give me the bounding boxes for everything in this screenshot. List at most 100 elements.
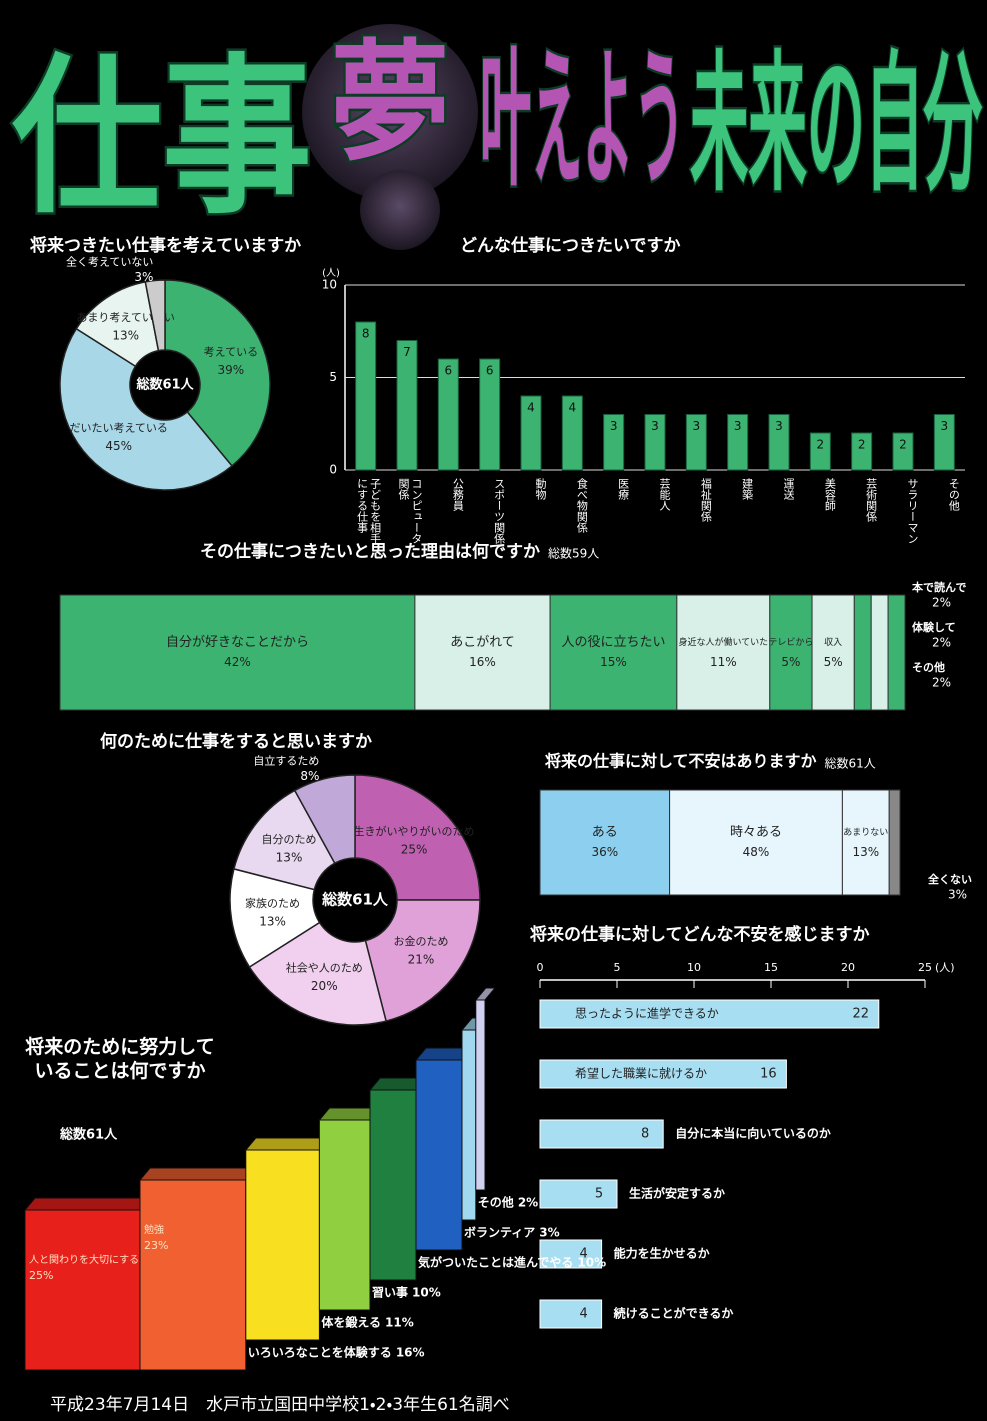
bar	[851, 432, 873, 471]
step-bar-top	[244, 1137, 331, 1151]
x-tick-label: その他	[947, 478, 961, 511]
x-tick-label: サラリーマン	[906, 478, 919, 544]
stack-segment	[414, 594, 551, 711]
step-bar	[139, 1179, 247, 1371]
step-bar-top	[23, 1197, 152, 1211]
bar-label: いろいろなことを体験する	[248, 1345, 392, 1360]
x-tick-label: 公務員	[451, 478, 465, 511]
bar	[539, 1239, 603, 1269]
bar-value: 2	[858, 438, 866, 452]
x-tick-label: 20	[841, 961, 855, 974]
y-tick-label: 10	[322, 278, 337, 292]
segment-label: 本で読んで	[911, 580, 966, 594]
poster-title: 叶えよう	[480, 33, 685, 207]
bar-label: 人と関わりを大切にする	[29, 1253, 139, 1266]
segment-label: 考えている	[204, 345, 258, 358]
y-tick-label: 5	[329, 370, 337, 384]
segment-value: 5%	[824, 655, 843, 669]
donut-segment	[144, 279, 166, 352]
segment-label: 自分が好きなことだから	[166, 635, 309, 650]
segment-value: 16%	[469, 655, 496, 669]
x-tick-label: 食べ物関係	[575, 478, 589, 533]
segment-label: 家族のため	[245, 896, 300, 910]
chart-title: 将来の仕事に対してどんな不安を感じますか	[530, 924, 870, 945]
stack-segment	[549, 594, 678, 711]
segment-label: お金のため	[393, 935, 448, 948]
bar	[396, 340, 418, 471]
donut-segment	[75, 280, 160, 368]
segment-label: 社会や人のため	[286, 961, 363, 975]
bar-label: ボランティア	[464, 1225, 535, 1240]
step-bar	[245, 1149, 320, 1341]
x-tick-label: 医療	[616, 478, 630, 500]
bar-value: 22	[853, 1007, 870, 1022]
bar-value: 2%	[518, 1196, 538, 1210]
segment-value: 13%	[112, 329, 139, 343]
segment-label: 自立するため	[253, 753, 319, 767]
bar-label: 能力を生かせるか	[614, 1246, 710, 1261]
bar-label: 勉強	[144, 1223, 164, 1236]
step-bar-top	[138, 1167, 257, 1181]
y-axis-label: (人)	[322, 268, 340, 279]
segment-value: 48%	[743, 845, 770, 859]
segment-label: 身近な人が働いていた	[678, 636, 768, 648]
step-bar-top	[474, 987, 497, 1001]
bar-value: 3	[651, 419, 659, 433]
bar	[355, 321, 377, 471]
segment-label: あこがれて	[450, 635, 515, 650]
bar-value: 3	[610, 419, 618, 433]
bar	[539, 1119, 664, 1149]
x-tick-label: 0	[537, 961, 544, 974]
segment-label: 時々ある	[730, 825, 782, 840]
bar-value: 4	[579, 1247, 587, 1262]
stack-segment	[853, 594, 872, 711]
segment-value: 3%	[948, 888, 967, 902]
segment-label: 全く考えていない	[66, 255, 153, 269]
bar-label: 続けることができるか	[613, 1306, 734, 1321]
stack-segment	[888, 789, 901, 896]
step-bar	[318, 1119, 371, 1311]
bar	[539, 1299, 603, 1329]
step-bar	[415, 1059, 463, 1251]
bar	[520, 395, 542, 471]
segment-label: 生きがいやりがいのため	[354, 824, 475, 838]
bar-label: その他	[478, 1195, 514, 1210]
bar	[437, 358, 459, 471]
segment-label: 人の役に立ちたい	[561, 635, 665, 650]
stack-segment	[676, 594, 771, 711]
segment-label: ある	[592, 825, 618, 840]
segment-value: 13%	[852, 845, 879, 859]
segment-value: 15%	[600, 655, 627, 669]
donut-segment	[364, 899, 481, 1022]
segment-value: 2%	[932, 596, 951, 610]
bar-label: 自分に本当に向いているのか	[675, 1126, 831, 1141]
chart-note: 総数61人	[59, 1127, 118, 1143]
segment-value: 39%	[218, 363, 245, 377]
segment-value: 36%	[591, 845, 618, 859]
bar	[644, 414, 666, 471]
chart-title: その仕事につきたいと思った理由は何ですか	[200, 541, 540, 562]
bar-value: 6	[486, 364, 494, 378]
x-tick-label: 芸術関係	[864, 478, 878, 522]
x-tick-label: 福祉関係	[699, 478, 713, 522]
x-tick-label: 子どもを相手にする仕事	[355, 478, 382, 544]
segment-label: 全くない	[928, 872, 972, 886]
bar-value: 2	[899, 438, 907, 452]
x-tick-label: 美容師	[823, 478, 837, 511]
bar-value: 10%	[412, 1286, 441, 1300]
bar	[539, 1179, 618, 1209]
x-tick-label: 15	[764, 961, 778, 974]
stack-segment	[59, 594, 416, 711]
segment-value: 11%	[710, 655, 737, 669]
bar	[768, 414, 790, 471]
x-tick-label: 建築	[740, 478, 754, 500]
bar-value: 8	[362, 327, 370, 341]
segment-label: だいたい考えている	[69, 422, 167, 435]
segment-value: 2%	[932, 676, 951, 690]
chart-title: どんな仕事につきたいですか	[460, 235, 681, 256]
chart-note: 総数61人	[825, 756, 876, 771]
chart-title: 将来つきたい仕事を考えていますか	[30, 235, 301, 256]
bar-label: 体を鍛える	[321, 1315, 381, 1330]
